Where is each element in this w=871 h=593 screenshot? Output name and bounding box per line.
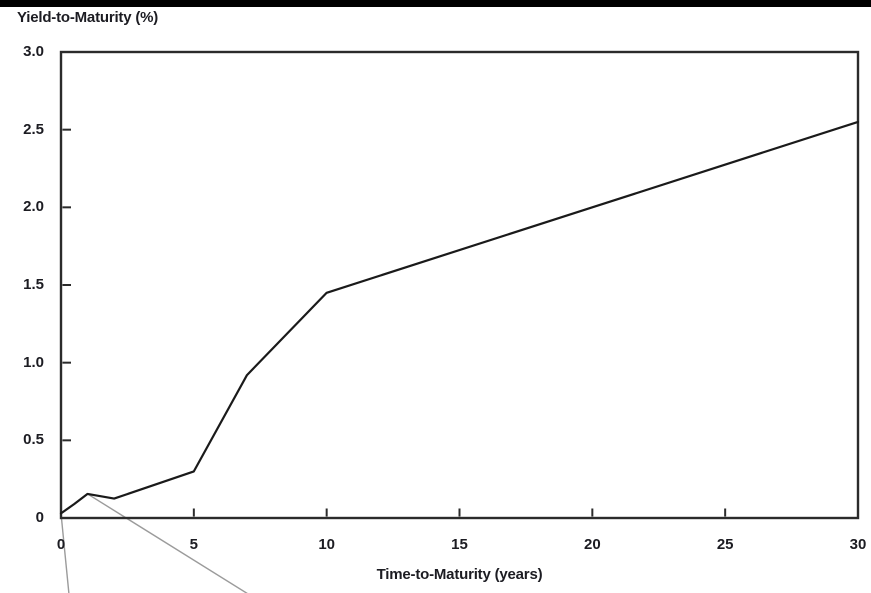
x-tick-label: 10 [318,536,335,553]
leader-line [60,513,70,593]
plot-frame [59,50,860,520]
yield-curve-line [59,120,860,515]
y-tick-label: 0.5 [23,431,44,449]
x-axis-title: Time-to-Maturity (years) [376,566,543,583]
x-tick-label: 30 [849,536,867,553]
x-tick-label: 20 [583,536,601,553]
y-tick-label: 2.0 [23,198,44,216]
x-tick-label: 15 [451,536,468,553]
y-tick-label: 1.0 [23,353,44,371]
y-tick-label: 2.5 [23,120,44,138]
chart-title: Yield-to-Maturity (%) [17,9,159,26]
x-tick-label: 0 [56,536,66,553]
x-tick-label: 25 [716,536,734,553]
y-tick-label: 0 [35,509,44,526]
y-tick-label: 1.5 [23,276,44,293]
y-tick-label: 3.0 [23,43,44,60]
top-border-bar [0,0,871,7]
x-tick-label: 5 [189,536,198,553]
leader-line [87,493,248,593]
